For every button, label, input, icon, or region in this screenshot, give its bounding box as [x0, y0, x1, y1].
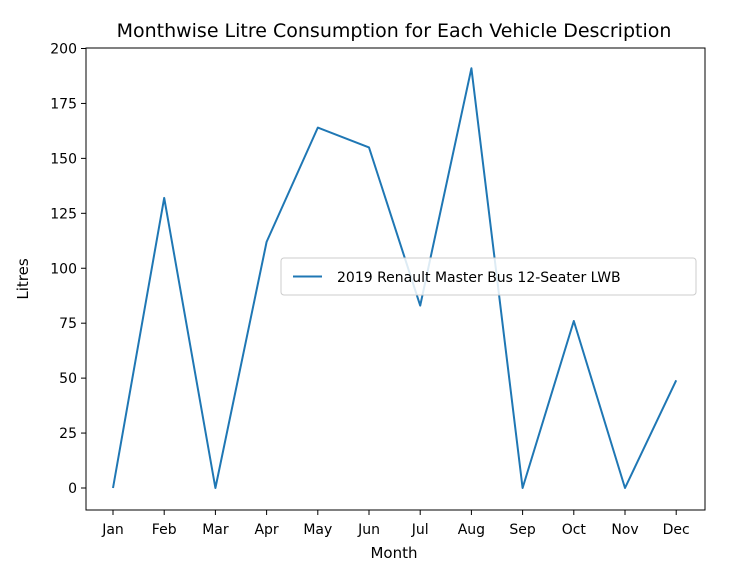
y-axis: 0 25 50 75 100 125 150 175 200 [50, 42, 86, 497]
x-tick-label: Aug [458, 522, 485, 538]
x-axis-label: Month [370, 544, 417, 562]
x-tick-label: Apr [254, 522, 278, 538]
x-axis: Jan Feb Mar Apr May Jun Jul Aug Sep Oct Nov Dec [101, 510, 690, 538]
legend: 2019 Renault Master Bus 12-Seater LWB [280, 257, 697, 296]
x-tick-label: Mar [202, 522, 229, 538]
x-tick-label: May [303, 522, 332, 538]
plot-area [85, 47, 706, 511]
series-layer [112, 67, 678, 489]
y-tick-label: 0 [68, 481, 77, 497]
legend-label: 2019 Renault Master Bus 12-Seater LWB [337, 270, 621, 286]
y-tick-label: 25 [59, 426, 77, 442]
y-tick-label: 75 [59, 316, 77, 332]
chart-title: Monthwise Litre Consumption for Each Veh… [117, 20, 672, 42]
x-tick-label: Dec [663, 522, 690, 538]
y-tick-label: 150 [50, 151, 77, 167]
x-tick-label: Nov [611, 522, 638, 538]
y-tick-label: 100 [50, 261, 77, 277]
x-tick-label: Jul [411, 522, 429, 538]
x-tick-label: Sep [509, 522, 536, 538]
y-axis-label: Litres [14, 258, 32, 299]
y-tick-label: 200 [50, 42, 77, 58]
y-tick-label: 175 [50, 96, 77, 112]
x-tick-label: Feb [152, 522, 177, 538]
x-tick-label: Jan [101, 522, 124, 538]
series-line [112, 67, 678, 489]
y-tick-label: 50 [59, 371, 77, 387]
y-tick-label: 125 [50, 206, 77, 222]
legend-box [280, 257, 697, 296]
x-tick-label: Jun [357, 522, 380, 538]
x-tick-label: Oct [562, 522, 587, 538]
